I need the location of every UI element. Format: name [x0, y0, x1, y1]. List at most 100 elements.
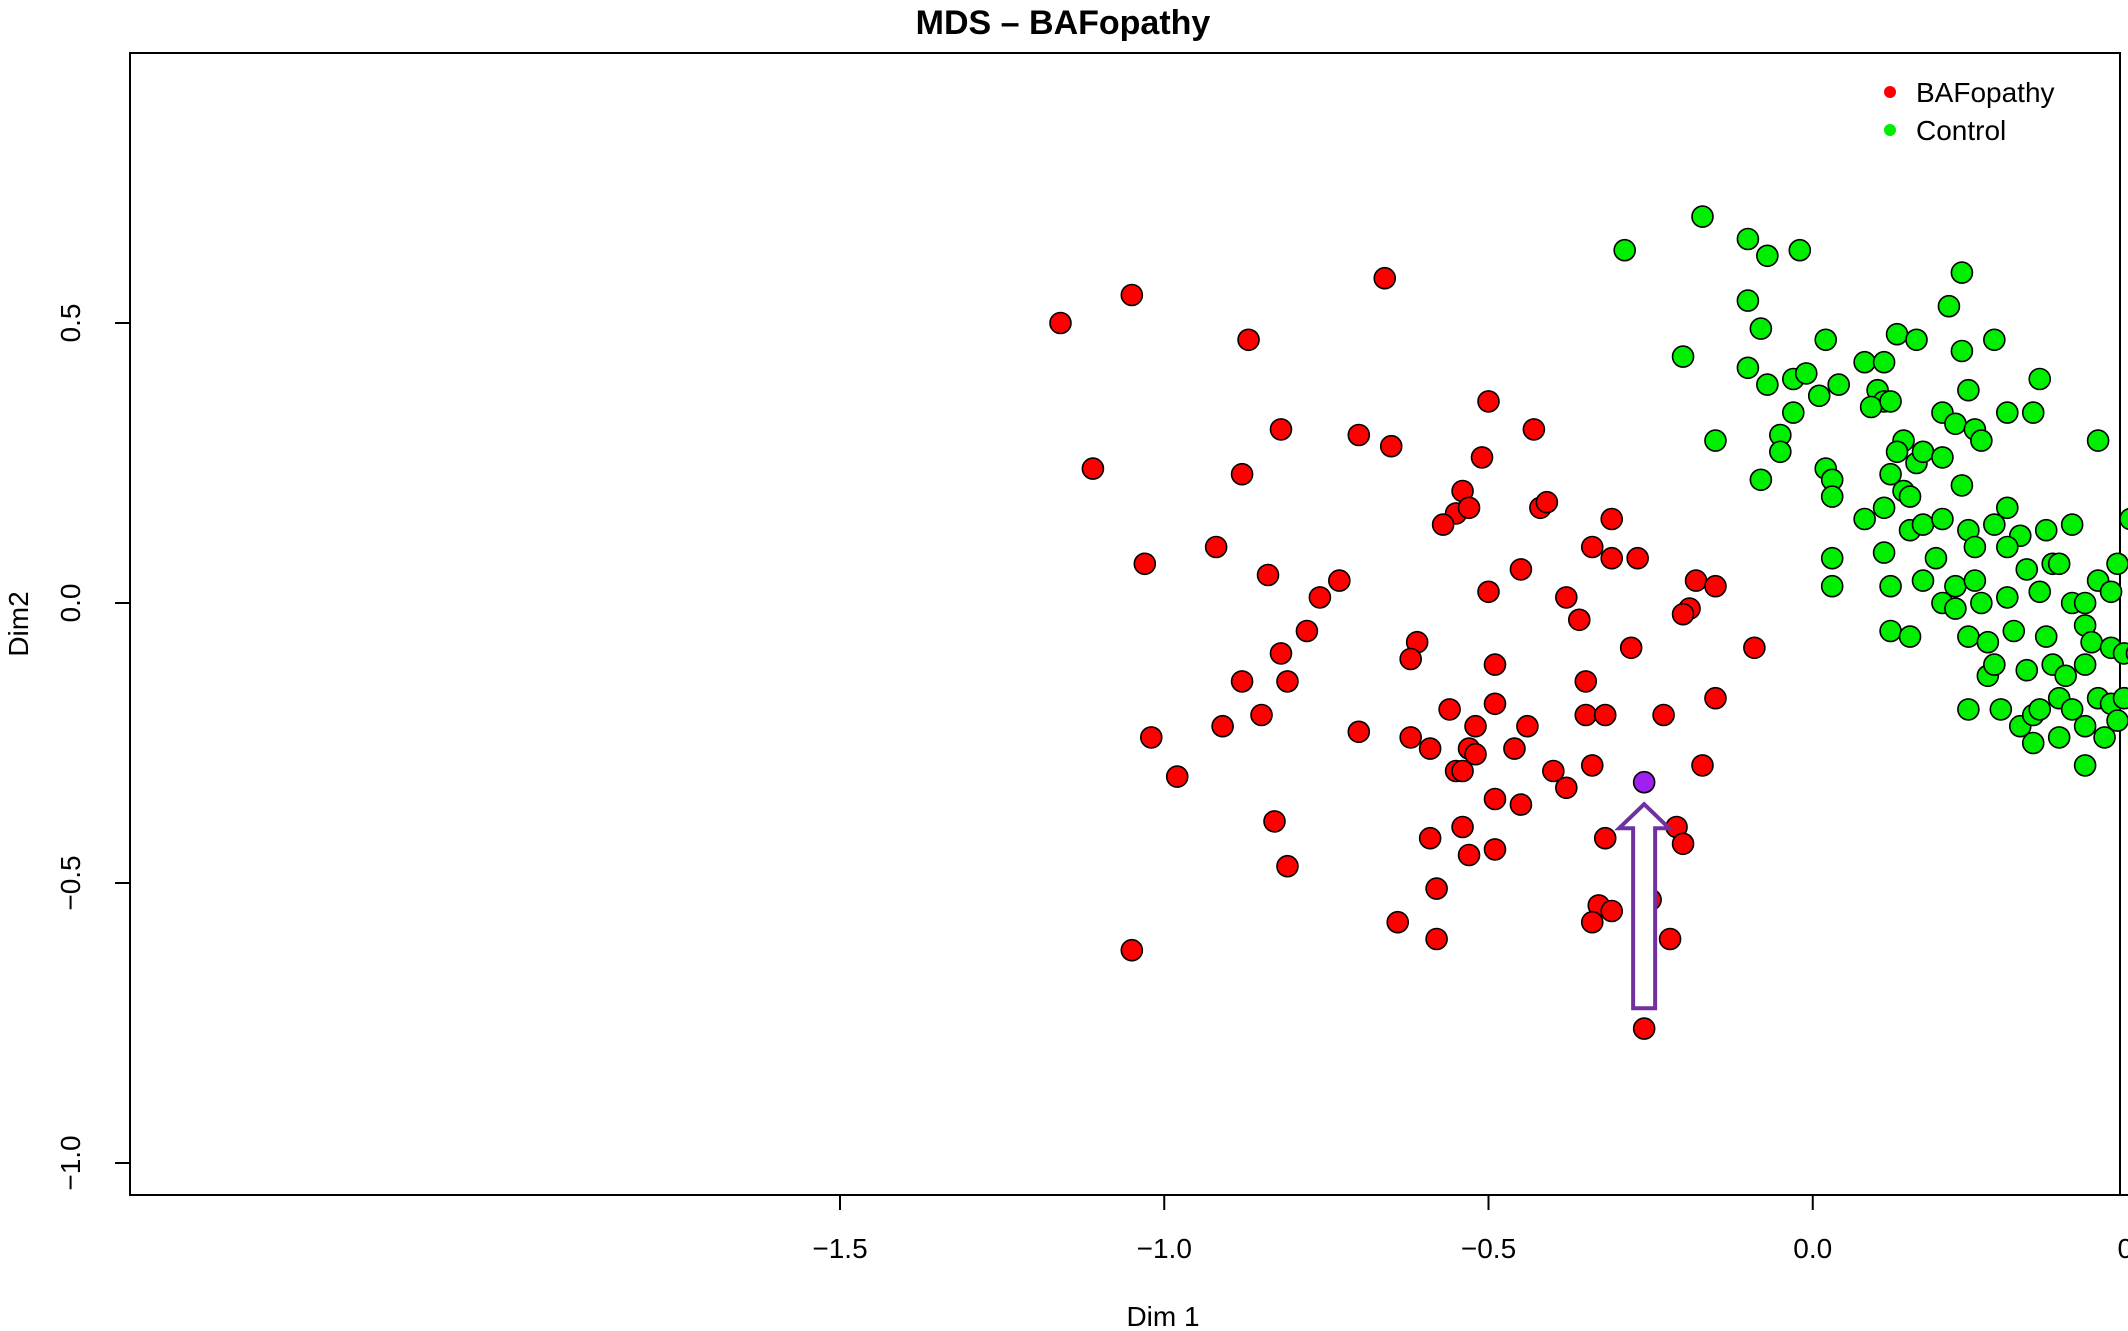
bafopathy-point [1276, 854, 1299, 878]
control-point [1898, 485, 1922, 508]
bafopathy-point [1263, 810, 1286, 833]
control-point [2099, 580, 2123, 604]
bafopathy-point [1691, 754, 1714, 777]
bafopathy-point [1580, 535, 1604, 559]
bafopathy-point [1567, 608, 1591, 632]
control-point [2034, 625, 2058, 648]
bafopathy-point [1593, 703, 1617, 727]
control-point [1872, 541, 1896, 564]
control-point [1872, 496, 1896, 520]
control-point [1963, 569, 1987, 592]
control-point [1937, 294, 1961, 318]
x-axis-title: Dim 1 [1126, 1301, 1199, 1331]
bafopathy-point [1574, 670, 1598, 693]
bafopathy-point [1256, 563, 1280, 587]
control-point [1957, 698, 1980, 721]
control-point [1613, 238, 1636, 262]
bafopathy-point [1230, 462, 1254, 486]
highlight-marker [1614, 770, 1675, 1011]
bafopathy-point [1516, 714, 1539, 738]
x-axis: −1.5−1.0−0.50.00.51.0 [812, 1194, 2128, 1264]
bafopathy-point [1704, 686, 1727, 710]
bafopathy-point [1120, 938, 1144, 962]
bafopathy-point [1120, 283, 1144, 307]
bafopathy-point [1632, 1017, 1656, 1040]
control-point [1944, 412, 1967, 436]
bafopathy-point [1580, 754, 1604, 777]
y-tick-label: 0.5 [55, 304, 86, 343]
control-point [2086, 429, 2110, 452]
control-point [1879, 619, 1902, 643]
bafopathy-point [1593, 826, 1617, 850]
bafopathy-point [1328, 569, 1351, 592]
control-point [1931, 507, 1954, 531]
bafopathy-point [1276, 670, 1299, 693]
bafopathy-point [1133, 552, 1157, 576]
bafopathy-point [1464, 742, 1487, 766]
control-point [2060, 698, 2084, 721]
bafopathy-point [1600, 899, 1624, 923]
bafopathy-point [1081, 457, 1105, 480]
control-point [1794, 362, 1818, 385]
control-point [1983, 328, 2006, 352]
bafopathy-point [1652, 703, 1675, 727]
bafopathy-point [1658, 927, 1682, 951]
control-point [1769, 440, 1792, 464]
control-point [1814, 328, 1838, 352]
y-tick-label: 0.0 [55, 584, 86, 623]
bafopathy-point [1483, 838, 1507, 861]
bafopathy-point [1451, 815, 1474, 839]
control-point [1911, 569, 1935, 592]
control-point [2060, 513, 2084, 536]
bafopathy-point [1483, 787, 1507, 811]
legend-label: BAFopathy [1916, 77, 2055, 108]
control-point [2073, 653, 2097, 676]
bafopathy-point [1483, 653, 1507, 676]
control-point [1820, 574, 1844, 598]
control-point [1671, 345, 1695, 368]
control-point [1853, 507, 1876, 531]
bafopathy-point [1204, 535, 1228, 559]
control-point [1989, 698, 2013, 721]
control-point [1911, 513, 1935, 536]
legend-marker [1884, 124, 1896, 136]
control-point [2047, 552, 2071, 576]
bafopathy-point [1704, 574, 1727, 598]
control-point [1781, 401, 1805, 424]
control-point [2112, 642, 2128, 665]
control-point [1820, 485, 1844, 508]
control-point [1957, 625, 1980, 648]
control-point [1996, 401, 2019, 424]
bafopathy-point [1464, 714, 1487, 738]
bafopathy-point [1399, 647, 1422, 671]
control-point [1983, 513, 2006, 536]
control-point [2028, 698, 2052, 721]
bafopathy-point [1626, 546, 1649, 570]
bafopathy-point [1509, 793, 1533, 816]
control-point [2021, 401, 2045, 424]
control-point [1957, 378, 1980, 402]
bafopathy-point [1684, 569, 1708, 592]
control-point [1970, 591, 1993, 615]
control-point [2002, 619, 2026, 643]
y-tick-label: −0.5 [55, 855, 86, 910]
highlighted-point [1632, 770, 1656, 794]
control-point [1749, 317, 1773, 340]
bafopathy-point [1503, 737, 1526, 760]
control-point [1898, 625, 1922, 648]
control-point [1879, 462, 1902, 486]
bafopathy-point [1457, 843, 1481, 867]
control-point [2073, 714, 2097, 738]
bafopathy-point [1165, 765, 1189, 788]
bafopathy-point [1477, 580, 1500, 604]
bafopathy-point [1386, 910, 1410, 934]
control-point [1704, 429, 1727, 452]
control-point [1944, 597, 1967, 620]
bafopathy-point [1230, 670, 1254, 693]
bafopathy-point [1619, 636, 1643, 660]
control-point [2093, 726, 2116, 749]
x-tick-label: −1.0 [1137, 1233, 1192, 1264]
bafopathy-point [1574, 703, 1598, 727]
control-point [1931, 446, 1954, 469]
control-point [1983, 653, 2006, 676]
